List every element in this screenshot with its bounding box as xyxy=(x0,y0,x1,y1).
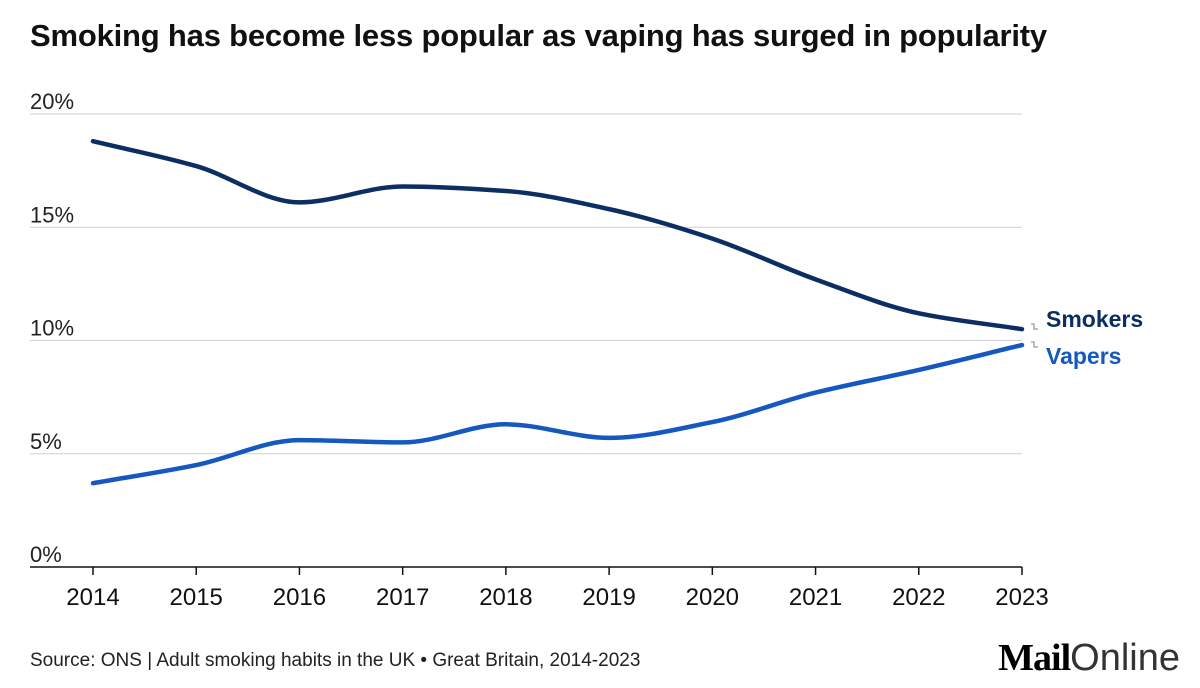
series-line-smokers xyxy=(90,138,1025,332)
logo-part-online: Online xyxy=(1070,637,1180,679)
x-tick-label: 2015 xyxy=(170,584,223,611)
x-tick-label: 2022 xyxy=(892,584,945,611)
series-label-vapers: Vapers xyxy=(1046,343,1121,369)
y-tick-label: 15% xyxy=(30,202,74,227)
x-tick-label: 2023 xyxy=(995,584,1048,611)
x-tick-label: 2016 xyxy=(273,584,326,611)
x-axis: 2014 2015 2016 2017 2018 2019 2020 2021 2022 2023 xyxy=(30,566,1049,611)
mailonline-logo: MailOnline xyxy=(998,636,1180,680)
series-labels: Smokers Vapers xyxy=(1031,306,1143,369)
gridlines xyxy=(30,113,1022,455)
y-tick-label: 20% xyxy=(30,89,74,114)
y-tick-label: 10% xyxy=(30,316,74,341)
y-tick-label: 5% xyxy=(30,429,62,454)
label-connector-vapers xyxy=(1031,341,1038,348)
x-tick-label: 2018 xyxy=(479,584,532,611)
y-tick-label: 0% xyxy=(30,542,62,567)
logo-part-mail: Mail xyxy=(998,637,1071,679)
x-tick-label: 2021 xyxy=(789,584,842,611)
series-label-smokers: Smokers xyxy=(1046,306,1143,332)
x-tick-label: 2017 xyxy=(376,584,429,611)
label-connector-smokers xyxy=(1031,323,1038,330)
series-lines xyxy=(90,138,1025,486)
series-line-vapers xyxy=(90,342,1025,486)
x-tick-label: 2014 xyxy=(66,584,119,611)
y-axis-tick-labels: 0% 5% 10% 15% 20% xyxy=(30,89,74,567)
chart-title: Smoking has become less popular as vapin… xyxy=(30,18,1047,53)
x-tick-label: 2020 xyxy=(686,584,739,611)
x-tick-label: 2019 xyxy=(582,584,635,611)
source-footer: Source: ONS | Adult smoking habits in th… xyxy=(30,650,641,671)
